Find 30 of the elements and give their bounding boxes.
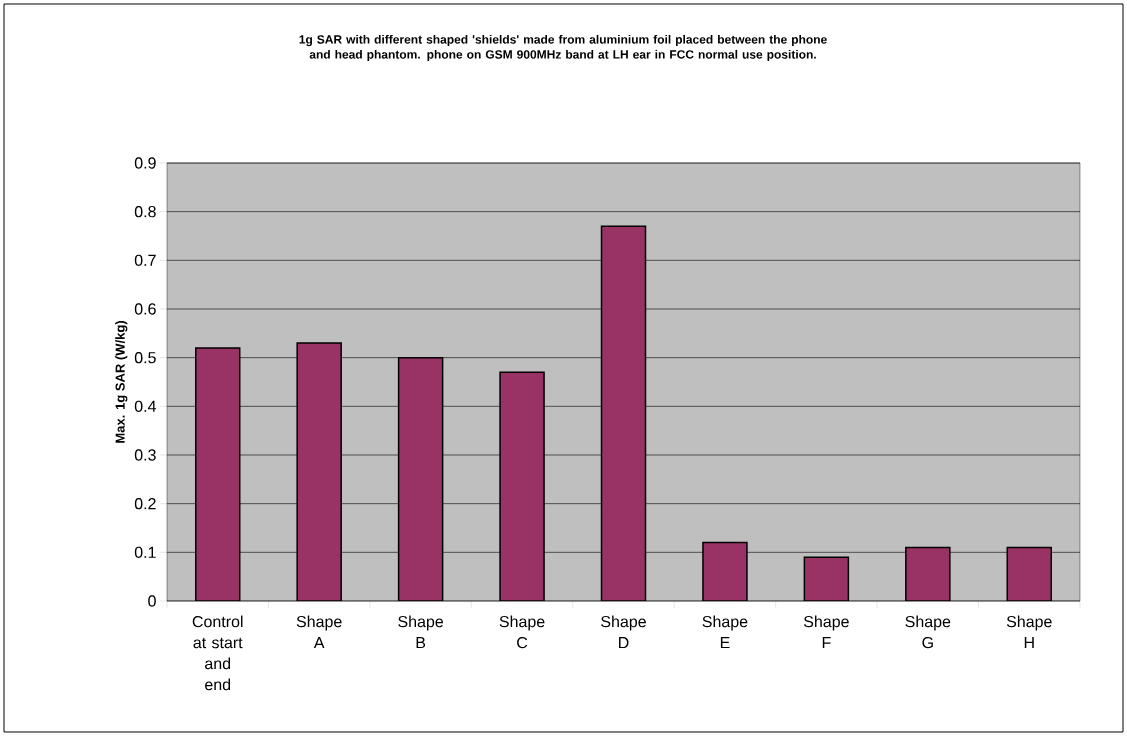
bar: [803, 556, 850, 601]
bar: [499, 371, 545, 601]
chart-title: 1g SAR with different shaped 'shields' made from aluminium foil placed between the phone and head phantom. phone on GSM 900MHz band at LH ear in FCC normal use position.: [299, 34, 827, 62]
x-tick-label: Shape H: [1006, 615, 1052, 649]
bar: [905, 546, 951, 601]
bar: [1006, 546, 1053, 601]
bar: [702, 541, 748, 601]
x-tick-label: Control at start and end: [192, 615, 243, 691]
bar: [600, 225, 647, 601]
bar: [194, 347, 241, 601]
y-tick-label: 0.6: [134, 303, 156, 315]
y-tick-label: 0.3: [134, 449, 156, 461]
y-tick-label: 0.5: [134, 352, 156, 364]
y-tick-label: 0.9: [134, 157, 156, 169]
y-axis-title: Max. 1g SAR (W/kg): [115, 321, 128, 443]
x-tick-label: Shape B: [398, 615, 444, 649]
bar: [296, 342, 342, 601]
y-tick-label: 0.7: [134, 254, 156, 266]
bar: [397, 356, 444, 601]
x-tick-label: Shape D: [601, 615, 646, 649]
x-tick-label: Shape F: [803, 615, 849, 649]
y-tick-label: 0.8: [134, 206, 156, 218]
y-tick-label: 0.1: [134, 546, 156, 558]
x-tick-label: Shape E: [702, 615, 748, 649]
y-tick-label: 0.2: [134, 498, 156, 510]
y-tick-label: 0.4: [134, 400, 156, 412]
y-tick-label: 0: [148, 595, 156, 607]
x-tick-label: Shape G: [905, 615, 951, 649]
x-tick-label: Shape C: [499, 615, 545, 649]
x-tick-label: Shape A: [296, 615, 342, 649]
